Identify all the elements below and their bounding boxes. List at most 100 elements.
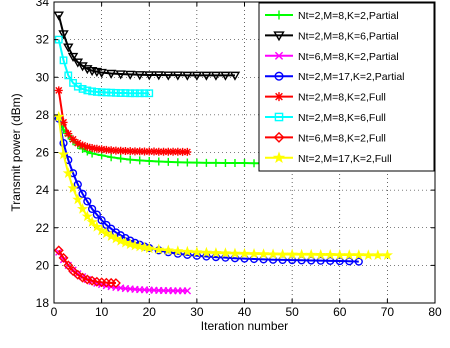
data-point	[286, 248, 298, 260]
data-point	[87, 204, 97, 214]
data-point	[110, 232, 122, 244]
data-point	[154, 157, 163, 166]
x-axis-label: Iteration number	[201, 319, 288, 333]
data-point	[81, 210, 93, 222]
series-7	[53, 245, 121, 289]
data-point	[220, 71, 231, 81]
data-point	[78, 189, 87, 198]
data-point	[145, 156, 154, 165]
data-point	[64, 71, 73, 80]
data-point	[172, 245, 184, 256]
series-6	[54, 35, 154, 98]
data-point	[219, 247, 232, 258]
legend: Nt=2,M=8,K=2,Partial Nt=2,M=8,K=6,Partial…	[258, 2, 435, 172]
data-point	[102, 145, 111, 154]
data-point	[230, 159, 239, 168]
data-point	[277, 248, 289, 260]
legend-label: Nt=2,M=8,K=2,Partial	[298, 10, 399, 22]
data-point	[248, 248, 260, 259]
data-point	[296, 248, 308, 260]
legend-label: Nt=2,M=17,K=2,Partial	[298, 71, 405, 83]
x-tick-label: 30	[190, 305, 204, 319]
x-tick-label: 10	[95, 305, 109, 319]
data-point	[140, 89, 149, 98]
data-point	[97, 216, 106, 225]
data-point	[144, 71, 155, 81]
data-point	[53, 245, 64, 256]
data-point	[111, 146, 120, 155]
data-point	[211, 158, 220, 167]
data-point	[67, 52, 79, 62]
legend-label: Nt=2,M=8,K=2,Full	[298, 92, 386, 104]
data-point	[102, 88, 111, 97]
data-point	[140, 147, 149, 156]
y-axis-label: Transmit power (dBm)	[9, 93, 23, 211]
data-point	[58, 30, 69, 40]
data-point	[68, 266, 79, 277]
data-point	[324, 248, 336, 260]
data-point	[88, 87, 97, 96]
data-point	[183, 287, 192, 295]
data-point	[343, 249, 355, 260]
data-point	[64, 129, 73, 138]
data-point	[119, 236, 132, 248]
data-point	[63, 43, 74, 53]
data-point	[126, 155, 135, 164]
data-point	[105, 230, 117, 241]
y-tick-label: 18	[36, 296, 50, 310]
data-point	[54, 86, 63, 95]
data-point	[229, 71, 241, 81]
data-point	[135, 156, 144, 165]
data-point	[250, 159, 259, 168]
data-point	[162, 244, 174, 256]
data-point	[240, 159, 249, 168]
tick-layer: 0 10 20 30 40 50 60 70 80 18 20 22 24 26 28 30 32 34	[36, 0, 442, 319]
data-point	[116, 146, 125, 155]
data-point	[164, 157, 173, 166]
data-point	[182, 71, 193, 81]
data-point	[145, 147, 154, 156]
data-point	[154, 147, 163, 156]
legend-label: Nt=2,M=8,K=6,Full	[298, 112, 386, 124]
data-point	[59, 56, 68, 65]
data-point	[96, 68, 107, 78]
legend-marker	[274, 71, 284, 81]
data-point	[305, 248, 317, 260]
data-point	[107, 146, 116, 155]
data-point	[105, 69, 117, 79]
data-point	[181, 245, 193, 257]
data-point	[153, 71, 164, 81]
data-point	[83, 86, 92, 95]
data-point	[201, 71, 212, 81]
legend-item: Nt=2,M=8,K=2,Full	[265, 92, 386, 104]
data-point	[163, 71, 174, 81]
data-point	[92, 144, 101, 153]
data-point	[202, 158, 211, 167]
data-point	[121, 89, 130, 97]
data-point	[96, 224, 108, 236]
data-point	[150, 147, 159, 156]
data-point	[116, 89, 125, 97]
data-point	[326, 256, 335, 265]
x-tick-label: 60	[333, 305, 347, 319]
data-point	[229, 247, 241, 259]
y-tick-label: 24	[36, 183, 50, 197]
data-point	[362, 249, 374, 260]
data-point	[173, 147, 182, 156]
legend-marker	[274, 51, 284, 60]
data-point	[335, 256, 344, 266]
legend-box	[258, 2, 435, 172]
data-point	[86, 216, 98, 227]
legend-label: Nt=6,M=8,K=2,Partial	[298, 51, 399, 63]
data-point	[315, 248, 327, 260]
legend-item: Nt=2,M=8,K=6,Partial	[265, 30, 399, 42]
data-point	[143, 242, 155, 254]
legend-marker	[274, 10, 284, 20]
x-tick-label: 40	[238, 305, 252, 319]
x-tick-label: 20	[143, 305, 157, 319]
data-point	[145, 89, 154, 98]
legend-marker	[273, 31, 285, 42]
legend-item: Nt=6,M=8,K=2,Full	[265, 131, 386, 144]
data-point	[115, 235, 127, 246]
